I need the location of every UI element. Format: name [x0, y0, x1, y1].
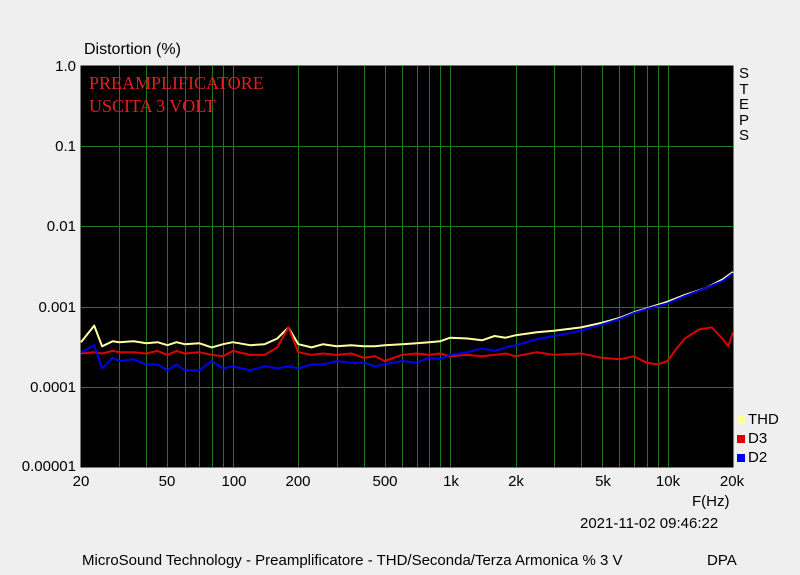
y-tick-label: 0.00001: [21, 458, 76, 475]
x-tick-label: 2k: [508, 473, 524, 490]
x-axis-title: F(Hz): [692, 493, 730, 510]
legend-swatch-d2: [737, 453, 745, 462]
plot-background: [80, 65, 734, 468]
annotation-subtitle: USCITA 3 VOLT: [89, 96, 216, 116]
legend-label-thd: THD: [748, 411, 779, 428]
x-tick-label: 20k: [719, 473, 745, 490]
legend-label-d3: D3: [748, 430, 768, 447]
legend-d3: D3: [737, 430, 767, 447]
legend-swatch-thd: [737, 415, 745, 424]
x-tick-label: 5k: [595, 473, 611, 490]
y-axis-title: Distortion (%): [84, 41, 181, 58]
series-lines: [80, 271, 734, 372]
legend-thd: THD: [737, 411, 779, 428]
series-line-d2: [80, 272, 734, 372]
y-tick-label: 0.1: [55, 138, 76, 155]
x-tick-label: 500: [372, 473, 398, 490]
annotation-title: PREAMPLIFICATORE: [89, 73, 264, 93]
legend-d2: D2: [737, 449, 767, 466]
x-tick-label: 100: [221, 473, 247, 490]
series-line-thd: [80, 271, 734, 349]
x-tick-label: 200: [285, 473, 311, 490]
footer-caption: MicroSound Technology - Preamplificatore…: [82, 552, 623, 569]
y-tick-label: 0.0001: [30, 379, 76, 396]
legend-swatch-d3: [737, 434, 745, 443]
x-tick-label: 10k: [655, 473, 681, 490]
y-tick-label: 0.01: [46, 218, 76, 235]
legend-label-d2: D2: [748, 449, 768, 466]
x-tick-label: 20: [72, 473, 90, 490]
grid: [81, 66, 733, 467]
x-tick-label: 1k: [443, 473, 459, 490]
footer-tag: DPA: [707, 552, 737, 569]
y-tick-label: 0.001: [38, 299, 76, 316]
series-line-d3: [80, 326, 734, 366]
x-tick-label: 50: [158, 473, 176, 490]
y-tick-label: 1.0: [55, 58, 76, 75]
timestamp: 2021-11-02 09:46:22: [580, 515, 719, 532]
